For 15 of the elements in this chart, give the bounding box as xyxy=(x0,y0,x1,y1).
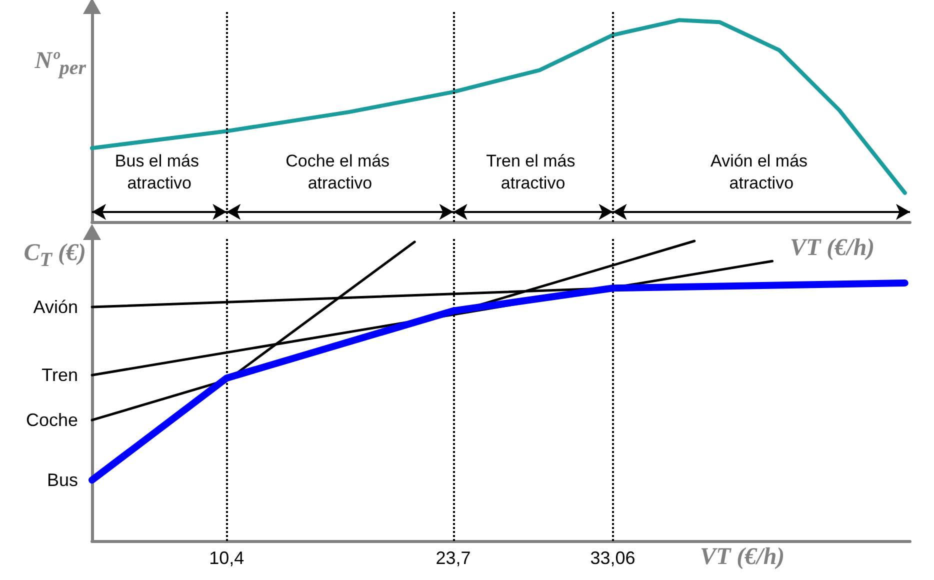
annotation: Avión el más atractivo xyxy=(710,152,812,192)
x-tick-label: 10,4 xyxy=(209,548,244,568)
annotation: Coche el más atractivo xyxy=(286,152,394,192)
annotation: Tren el más atractivo xyxy=(486,152,580,192)
y-axis-title: Nº$_{per}$ xyxy=(34,48,86,80)
annotation: Bus el más atractivo xyxy=(114,152,204,192)
x-axis-title: VT (€/h) xyxy=(790,235,875,261)
y-axis-title: C$_{T}$ (€) xyxy=(22,240,86,272)
x-tick-label: 23,7 xyxy=(436,548,471,568)
x-axis-title: VT (€/h) xyxy=(700,544,785,570)
series-label: Avión xyxy=(33,297,78,317)
series-label: Tren xyxy=(42,365,78,386)
x-tick-label: 33,06 xyxy=(590,548,636,568)
series-label: Coche xyxy=(26,410,78,430)
series-label: Bus xyxy=(46,470,78,490)
